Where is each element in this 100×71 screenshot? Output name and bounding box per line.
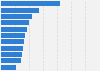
Bar xyxy=(1,52,22,57)
Bar xyxy=(1,14,32,19)
Bar xyxy=(1,39,24,44)
Bar xyxy=(1,46,23,51)
Bar xyxy=(1,58,21,63)
Bar xyxy=(1,1,60,6)
Bar xyxy=(1,8,39,13)
Bar xyxy=(1,33,25,38)
Bar xyxy=(1,65,16,70)
Bar xyxy=(1,27,27,32)
Bar xyxy=(1,20,29,25)
